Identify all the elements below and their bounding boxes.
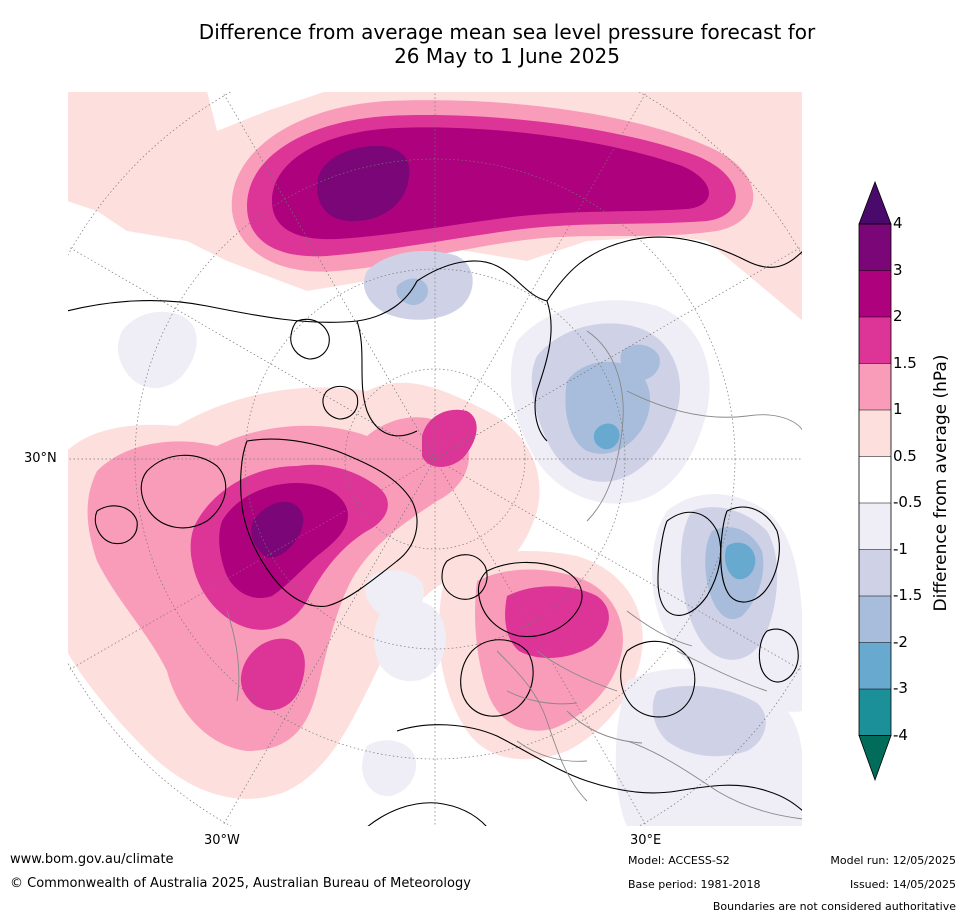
colorbar-tick-label: -1	[893, 539, 908, 558]
chart-title: Difference from average mean sea level p…	[0, 20, 965, 68]
colorbar-tick-label: 3	[893, 260, 903, 279]
country-boundaries	[226, 330, 803, 820]
colorbar-band-neutral	[859, 456, 891, 503]
footer-copyright: © Commonwealth of Australia 2025, Austra…	[10, 876, 471, 891]
title-line-2: 26 May to 1 June 2025	[394, 44, 620, 68]
colorbar-title: Difference from average (hPa)	[931, 354, 951, 612]
anomaly-region	[251, 501, 304, 558]
colorbar-band-m2-m1.5	[859, 596, 891, 643]
colorbar-band-1-1.5	[859, 363, 891, 410]
anomaly-region	[117, 311, 197, 389]
colorbar-band-m1.5-m1	[859, 549, 891, 596]
graticule	[67, 91, 803, 827]
colorbar-extend-bottom	[858, 735, 892, 782]
colorbar-band-3-4	[859, 224, 891, 271]
colorbar-band-m1-m0.5	[859, 503, 891, 550]
colorbar-band-2-3	[859, 270, 891, 317]
anomaly-region	[374, 599, 446, 682]
lon-label-30e: 30°E	[630, 833, 662, 848]
colorbar-band-1.5-2	[859, 317, 891, 364]
colorbar-tick-label: 4	[893, 214, 903, 232]
lon-label-30w: 30°W	[204, 833, 240, 848]
colorbar-tick-label: -1.5	[893, 586, 923, 604]
footer-url[interactable]: www.bom.gov.au/climate	[10, 852, 174, 867]
colorbar-tick-label: 2	[893, 307, 903, 325]
anomaly-region	[422, 409, 477, 467]
anomaly-region	[317, 146, 410, 222]
colorbar-tick-label: 0.5	[893, 446, 917, 465]
anomaly-region	[652, 685, 766, 757]
colorbar-band-0.5-1	[859, 410, 891, 457]
colorbar-band-m4-m3	[859, 689, 891, 736]
anomaly-region	[565, 361, 651, 454]
pressure-anomaly-map	[67, 91, 803, 827]
colorbar-tick-label: -2	[893, 632, 908, 651]
footer-model-run: Model run: 12/05/2025	[830, 854, 956, 867]
anomaly-region	[240, 638, 305, 711]
colorbar-extend-top	[858, 180, 892, 225]
anomaly-region	[362, 740, 417, 797]
anomaly-region	[620, 344, 660, 381]
anomaly-region	[593, 423, 620, 450]
footer-issued: Issued: 14/05/2025	[849, 878, 956, 891]
colorbar	[858, 180, 892, 782]
anomaly-region	[725, 542, 756, 580]
coastlines	[67, 236, 803, 827]
colorbar-tick-label: 1.5	[893, 353, 917, 372]
footer-base-period: Base period: 1981-2018	[628, 878, 761, 891]
colorbar-tick-label: -0.5	[893, 493, 923, 511]
title-line-1: Difference from average mean sea level p…	[198, 20, 816, 44]
colorbar-tick-label: -4	[893, 725, 908, 744]
footer-model: Model: ACCESS-S2	[628, 854, 730, 867]
colorbar-tick-label: 1	[893, 400, 903, 418]
anomaly-region	[505, 586, 609, 658]
footer-boundaries: Boundaries are not considered authoritat…	[712, 900, 956, 913]
lat-label-30n: 30°N	[24, 451, 57, 466]
colorbar-band-m3-m2	[859, 642, 891, 689]
colorbar-tick-label: -3	[893, 679, 908, 697]
